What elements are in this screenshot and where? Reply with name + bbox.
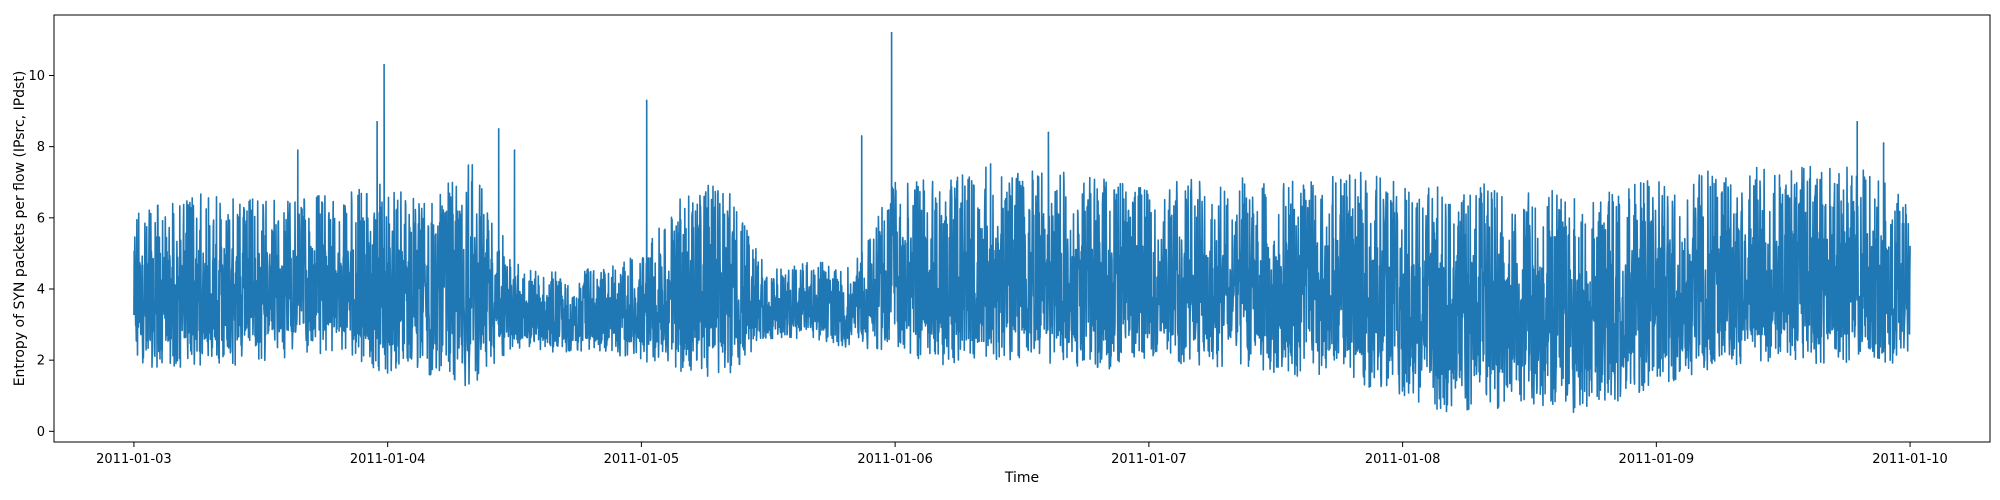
spike-point: [890, 31, 893, 34]
spike-point: [497, 128, 500, 130]
series-line: [133, 31, 1911, 413]
x-tick-label: 2011-01-03: [96, 452, 172, 467]
x-axis: 2011-01-03 2011-01-04 2011-01-05 2011-01-06…: [96, 442, 1948, 467]
spike-point: [383, 64, 385, 66]
y-tick-label: 8: [37, 140, 45, 155]
spike-point: [645, 99, 648, 102]
spike-point: [1882, 142, 1885, 144]
spike-point: [1047, 131, 1050, 134]
x-tick-label: 2011-01-07: [1111, 452, 1187, 467]
spike-point: [860, 135, 863, 137]
y-tick-label: 0: [37, 425, 45, 440]
y-tick-label: 10: [28, 69, 45, 84]
plot-frame: [53, 14, 1991, 443]
y-tick-label: 6: [37, 211, 45, 226]
x-axis-label: Time: [1004, 470, 1039, 486]
y-tick-label: 2: [37, 354, 45, 369]
spike-point: [296, 149, 299, 152]
y-axis-label: Entropy of SYN packets per flow (IPsrc, …: [12, 71, 28, 387]
x-tick-label: 2011-01-08: [1365, 452, 1441, 467]
spike-point: [1856, 120, 1859, 123]
spike-point: [376, 120, 378, 123]
x-tick-label: 2011-01-06: [857, 452, 933, 467]
x-tick-label: 2011-01-10: [1872, 452, 1948, 467]
y-axis: 0 2 4 6 8 10: [28, 69, 54, 440]
plot-area: [133, 31, 1911, 413]
spike-point: [513, 149, 516, 152]
x-tick-label: 2011-01-04: [350, 452, 426, 467]
x-tick-label: 2011-01-09: [1619, 452, 1695, 467]
y-tick-label: 4: [37, 282, 45, 297]
x-tick-label: 2011-01-05: [604, 452, 680, 467]
